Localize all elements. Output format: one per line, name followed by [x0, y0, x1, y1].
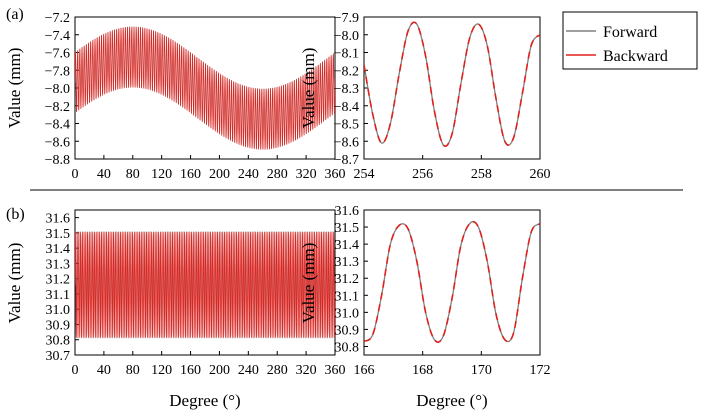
panel-label-a: (a): [6, 6, 24, 23]
legend: Forward Backward: [562, 11, 698, 70]
x-tick-label: 120: [151, 363, 172, 378]
x-tick-label: 200: [209, 363, 230, 378]
x-axis-label: Degree (°): [416, 391, 487, 410]
y-axis-label: Value (mm): [5, 48, 24, 129]
y-tick-label: 30.7: [46, 349, 71, 364]
y-tick-label: 31.5: [335, 221, 360, 236]
series-line-backward: [75, 231, 335, 338]
legend-box: [562, 11, 698, 70]
y-tick-label: 31.3: [335, 255, 360, 270]
x-tick-label: 80: [126, 167, 140, 182]
x-tick-label: 170: [471, 363, 492, 378]
y-tick-label: −7.6: [45, 47, 70, 62]
x-tick-label: 240: [238, 363, 259, 378]
x-tick-label: 360: [325, 167, 346, 182]
y-tick-label: −8.0: [45, 82, 70, 97]
series-line-backward: [75, 26, 335, 150]
y-tick-label: −7.9: [334, 11, 359, 26]
x-tick-label: 260: [530, 167, 551, 182]
x-tick-label: 0: [72, 167, 79, 182]
y-tick-label: −8.1: [334, 47, 359, 62]
y-tick-label: −8.7: [334, 153, 359, 168]
x-tick-label: 200: [209, 167, 230, 182]
y-tick-label: −8.8: [45, 153, 70, 168]
y-tick-label: −7.8: [45, 64, 70, 79]
y-tick-label: −8.3: [334, 82, 359, 97]
y-tick-label: 31.4: [46, 242, 71, 257]
y-tick-label: −8.2: [45, 100, 70, 115]
x-tick-label: 258: [471, 167, 492, 182]
chart-b-main: 0 40 80 120 160 200 240 280 320 36030.730.830.931…: [5, 209, 346, 410]
x-tick-label: 160: [180, 167, 201, 182]
y-tick-label: 30.9: [335, 323, 360, 338]
x-tick-label: 0: [72, 363, 79, 378]
y-tick-label: −8.2: [334, 64, 359, 79]
y-tick-label: −8.4: [45, 118, 70, 133]
x-tick-label: 40: [97, 363, 111, 378]
series-line-backward: [364, 21, 540, 147]
x-tick-label: 280: [267, 167, 288, 182]
x-tick-label: 320: [296, 363, 317, 378]
x-tick-label: 360: [325, 363, 346, 378]
y-axis-label: Value (mm): [5, 243, 24, 324]
y-tick-label: −8.5: [334, 118, 359, 133]
x-tick-label: 160: [180, 363, 201, 378]
chart-a-main: 0 40 80 120 160 200 240 280 320 360 −8.8 −8.6 −8.4 −8…: [5, 11, 346, 182]
y-tick-label: 31.6: [46, 212, 71, 227]
y-tick-label: −8.0: [334, 29, 359, 44]
x-tick-label: 120: [151, 167, 172, 182]
y-tick-label: −8.4: [334, 100, 359, 115]
x-tick-label: 320: [296, 167, 317, 182]
y-tick-label: 31.4: [335, 238, 360, 253]
y-tick-label: −7.4: [45, 29, 70, 44]
y-tick-label: 31.1: [46, 288, 71, 303]
legend-label-backward: Backward: [603, 48, 668, 65]
panel-label-b: (b): [6, 206, 25, 223]
chart-a-zoom: 254 256 258 260 −8.7 −8.6 −8.5 −8.4 −8.3 −8.2 −8.1…: [299, 11, 551, 182]
y-tick-label: −7.2: [45, 11, 70, 26]
y-tick-label: 30.8: [46, 334, 71, 349]
x-tick-label: 172: [530, 363, 551, 378]
y-tick-label: −8.6: [45, 135, 70, 150]
y-tick-label: 31.2: [46, 273, 71, 288]
chart-b-zoom: 166 168 170 172 30.8 30.9 31.0 31.1 31.2 31.3 31.4…: [299, 204, 551, 410]
x-tick-label: 80: [126, 363, 140, 378]
x-tick-label: 40: [97, 167, 111, 182]
legend-label-forward: Forward: [603, 24, 657, 41]
series-line-forward: [364, 21, 540, 147]
x-tick-label: 280: [267, 363, 288, 378]
series-line-backward: [364, 220, 540, 343]
x-tick-label: 240: [238, 167, 259, 182]
y-tick-label: 31.5: [46, 227, 71, 242]
y-tick-label: 31.0: [46, 303, 71, 318]
y-tick-label: 31.1: [335, 289, 360, 304]
x-tick-label: 254: [354, 167, 375, 182]
y-tick-label: 31.2: [335, 272, 360, 287]
y-tick-label: 31.0: [335, 306, 360, 321]
y-axis-label: Value (mm): [299, 243, 318, 324]
x-axis-label: Degree (°): [169, 391, 240, 410]
y-tick-label: 30.8: [335, 340, 360, 355]
y-axis-label: Value (mm): [299, 48, 318, 129]
x-tick-label: 168: [412, 363, 433, 378]
plot-frame: [363, 209, 541, 356]
series-line-forward: [364, 221, 540, 343]
y-tick-label: 31.6: [335, 204, 360, 219]
y-tick-label: 30.9: [46, 318, 71, 333]
y-tick-label: −8.6: [334, 135, 359, 150]
y-tick-label: 31.3: [46, 257, 71, 272]
x-tick-label: 166: [354, 363, 375, 378]
x-tick-label: 256: [412, 167, 433, 182]
